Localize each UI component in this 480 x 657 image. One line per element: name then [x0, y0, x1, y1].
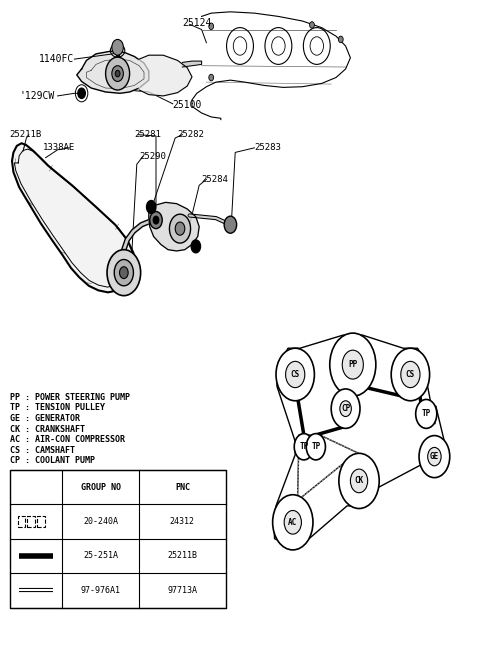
Circle shape — [107, 250, 141, 296]
Polygon shape — [182, 61, 202, 67]
Polygon shape — [139, 55, 192, 96]
Circle shape — [191, 240, 201, 253]
Circle shape — [146, 200, 156, 214]
Circle shape — [391, 348, 430, 401]
Text: 25282: 25282 — [178, 130, 204, 139]
Text: AC: AC — [288, 518, 298, 527]
Circle shape — [115, 70, 120, 77]
Text: 25124: 25124 — [182, 18, 212, 28]
Circle shape — [78, 88, 85, 99]
Circle shape — [342, 350, 363, 379]
Text: 25284: 25284 — [202, 175, 228, 184]
Text: GROUP NO: GROUP NO — [81, 482, 121, 491]
Text: 24312: 24312 — [170, 517, 195, 526]
Circle shape — [339, 453, 379, 509]
Polygon shape — [149, 202, 199, 251]
Circle shape — [153, 216, 159, 224]
Circle shape — [106, 57, 130, 90]
Text: CP: CP — [341, 404, 350, 413]
Circle shape — [120, 267, 128, 279]
Circle shape — [209, 23, 214, 30]
Text: 25-251A: 25-251A — [84, 551, 118, 560]
Text: CS: CS — [406, 370, 415, 379]
Circle shape — [175, 222, 185, 235]
Text: 25283: 25283 — [254, 143, 281, 152]
Polygon shape — [77, 51, 149, 93]
Text: CK : CRANKSHAFT: CK : CRANKSHAFT — [10, 424, 84, 434]
Circle shape — [209, 74, 214, 81]
FancyBboxPatch shape — [37, 516, 45, 527]
Text: 25290: 25290 — [139, 152, 166, 161]
Text: 1338AE: 1338AE — [43, 143, 75, 152]
Text: GE : GENERATOR: GE : GENERATOR — [10, 414, 80, 423]
Circle shape — [310, 22, 314, 28]
FancyBboxPatch shape — [18, 516, 25, 527]
Text: 25211B: 25211B — [168, 551, 197, 560]
Circle shape — [338, 36, 343, 43]
Circle shape — [284, 510, 301, 534]
Text: 1140FC: 1140FC — [38, 54, 73, 64]
Text: TP: TP — [421, 409, 431, 419]
Text: 20-240A: 20-240A — [84, 517, 118, 526]
Circle shape — [276, 348, 314, 401]
FancyBboxPatch shape — [10, 470, 226, 608]
Text: 97-976A1: 97-976A1 — [81, 586, 121, 595]
Circle shape — [294, 434, 313, 460]
Circle shape — [330, 333, 376, 396]
Text: PP : POWER STEERING PUMP: PP : POWER STEERING PUMP — [10, 393, 130, 402]
Circle shape — [112, 66, 123, 81]
Polygon shape — [12, 143, 134, 292]
Text: 25281: 25281 — [134, 130, 161, 139]
Circle shape — [286, 361, 305, 388]
Text: CS : CAMSHAFT: CS : CAMSHAFT — [10, 445, 74, 455]
Circle shape — [112, 39, 123, 55]
Circle shape — [306, 434, 325, 460]
Text: PP: PP — [348, 360, 358, 369]
Text: 25211B: 25211B — [10, 130, 42, 139]
Circle shape — [340, 401, 351, 417]
Circle shape — [350, 469, 368, 493]
Text: CP : COOLANT PUMP: CP : COOLANT PUMP — [10, 456, 95, 465]
Circle shape — [150, 212, 162, 229]
Circle shape — [401, 361, 420, 388]
Text: 25100: 25100 — [173, 100, 202, 110]
Circle shape — [224, 216, 237, 233]
Circle shape — [114, 260, 133, 286]
Text: 97713A: 97713A — [168, 586, 197, 595]
FancyBboxPatch shape — [27, 516, 35, 527]
Circle shape — [331, 389, 360, 428]
Circle shape — [416, 399, 437, 428]
Text: TP: TP — [311, 442, 321, 451]
Text: AC : AIR-CON COMPRESSOR: AC : AIR-CON COMPRESSOR — [10, 435, 125, 444]
Text: CS: CS — [290, 370, 300, 379]
Text: TP: TP — [299, 442, 309, 451]
Text: PNC: PNC — [175, 482, 190, 491]
Text: CK: CK — [354, 476, 364, 486]
Text: GE: GE — [430, 452, 439, 461]
Circle shape — [428, 447, 441, 466]
Text: '129CW: '129CW — [19, 91, 54, 101]
Circle shape — [169, 214, 191, 243]
Text: TP : TENSION PULLEY: TP : TENSION PULLEY — [10, 403, 105, 413]
Circle shape — [273, 495, 313, 550]
Circle shape — [419, 436, 450, 478]
